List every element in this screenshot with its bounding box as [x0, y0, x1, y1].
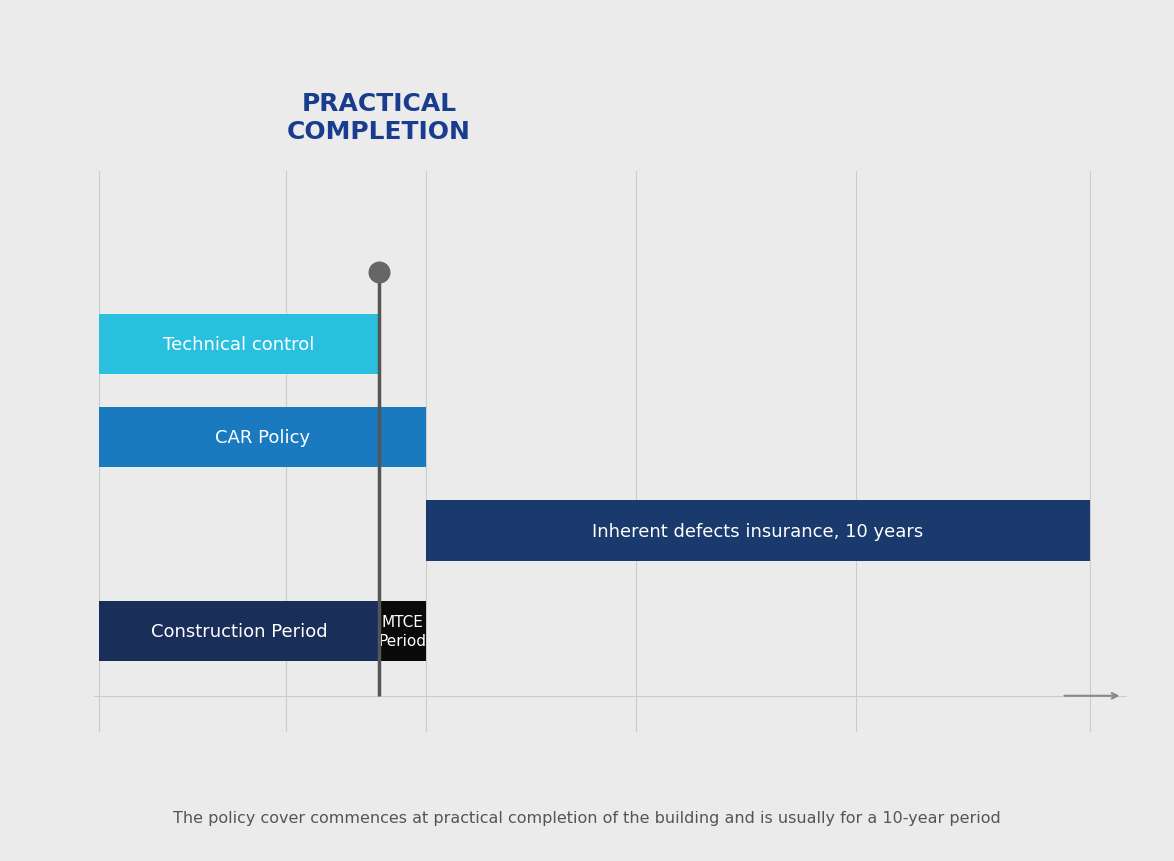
- Bar: [99, 601, 379, 661]
- Point: [370, 266, 389, 280]
- Text: CAR Policy: CAR Policy: [215, 429, 310, 447]
- Bar: [426, 501, 1089, 561]
- Bar: [379, 601, 426, 661]
- Text: The policy cover commences at practical completion of the building and is usuall: The policy cover commences at practical …: [173, 810, 1001, 826]
- Text: Construction Period: Construction Period: [150, 623, 328, 641]
- Bar: [99, 407, 426, 468]
- Text: PRACTICAL
COMPLETION: PRACTICAL COMPLETION: [288, 92, 471, 144]
- Text: Inherent defects insurance, 10 years: Inherent defects insurance, 10 years: [592, 522, 924, 540]
- Text: Technical control: Technical control: [163, 336, 315, 353]
- Bar: [99, 314, 379, 375]
- Text: MTCE
Period: MTCE Period: [378, 615, 426, 648]
